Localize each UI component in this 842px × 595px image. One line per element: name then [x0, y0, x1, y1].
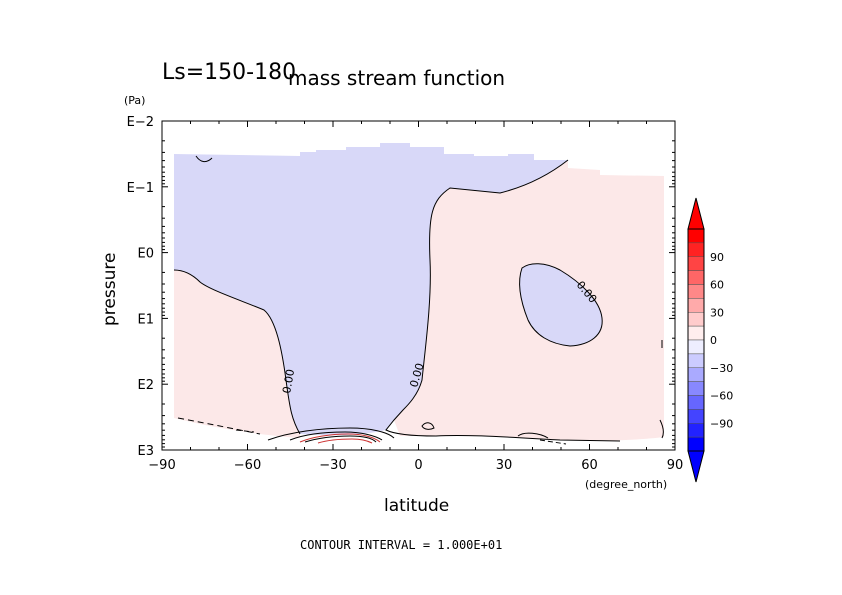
x-tick-label: 60 [581, 458, 598, 473]
y-axis-label: pressure [100, 253, 120, 326]
x-tick-label: 90 [667, 458, 684, 473]
contour-lines [173, 155, 664, 445]
chart-subtitle: Ls=150-180 [162, 60, 296, 85]
y-tick-label: E2 [138, 378, 155, 393]
x-axis-label: latitude [384, 496, 449, 516]
colorbar-extend-bottom [687, 450, 705, 483]
colorbar-frame [687, 228, 705, 452]
colorbar-band [687, 242, 705, 257]
colorbar-tick-label: 60 [710, 279, 724, 292]
y-tick-label: E−2 [127, 115, 154, 130]
neg-contours-bottom [267, 427, 395, 443]
colorbar-tick-label: −30 [710, 362, 733, 375]
colorbar-tick-label: 0 [710, 334, 717, 347]
y-tick-label: E−1 [127, 181, 154, 196]
colorbar-band [687, 325, 705, 341]
colorbar: 90 60 30 0 −30 −60 −90 [687, 197, 733, 483]
colorbar-band [687, 298, 705, 313]
colorbar-band [687, 284, 705, 299]
colorbar-band [687, 436, 705, 452]
colorbar-band [687, 367, 705, 382]
zero-contour-small [421, 422, 435, 430]
colorbar-band [687, 270, 705, 285]
colorbar-band [687, 353, 705, 368]
colorbar-tick-label: 30 [710, 306, 724, 319]
negative-region [174, 143, 568, 436]
y-tick-label: E1 [138, 312, 155, 327]
positive-region-left [174, 270, 300, 438]
colorbar-band [687, 423, 705, 438]
zero-contour-cell [519, 263, 603, 347]
colorbar-band [687, 228, 705, 244]
colorbar-extend-top [687, 197, 705, 230]
colorbar-band [687, 312, 705, 327]
x-tick-label: −90 [148, 458, 175, 473]
colorbar-band [687, 409, 705, 424]
colorbar-tick-label: −60 [710, 390, 733, 403]
y-unit: (Pa) [124, 94, 145, 107]
dashed-contour-bottom [235, 429, 567, 445]
neg-contours-bottom-red [299, 433, 381, 444]
contour-label: 0.00 [280, 368, 297, 394]
x-tick-label: −30 [319, 458, 346, 473]
axis-ticks [161, 120, 676, 450]
colorbar-tick-label: 90 [710, 251, 724, 264]
colorbar-tick-label: −90 [710, 417, 733, 430]
negative-cell [519, 263, 603, 346]
colorbar-band [687, 256, 705, 271]
zero-contour-main [385, 159, 621, 442]
zero-contour-left [173, 269, 301, 435]
contour-label: 0.00 [407, 362, 426, 389]
x-tick-label: 30 [496, 458, 513, 473]
x-tick-labels: −90 −60 −30 0 30 60 90 [148, 458, 683, 473]
zero-contour-bottom-a [517, 432, 549, 439]
y-tick-label: E0 [138, 247, 155, 262]
colorbar-band [687, 339, 705, 355]
contour-interval-note: CONTOUR INTERVAL = 1.000E+01 [300, 538, 502, 552]
y-tick-label: E3 [138, 444, 155, 459]
x-tick-label: −60 [234, 458, 261, 473]
zero-contour-topleft [195, 155, 213, 163]
x-axis-unit: (degree_north) [585, 478, 667, 491]
zero-contour-right-edge [659, 340, 664, 439]
y-tick-labels: E−2 E−1 E0 E1 E2 E3 [127, 115, 154, 459]
plot-area: 0.00 0.00 0.00 [161, 120, 676, 451]
colorbar-band [687, 395, 705, 410]
colorbar-band [687, 381, 705, 396]
chart-title: mass stream function [288, 66, 505, 90]
x-tick-label: 0 [414, 458, 422, 473]
